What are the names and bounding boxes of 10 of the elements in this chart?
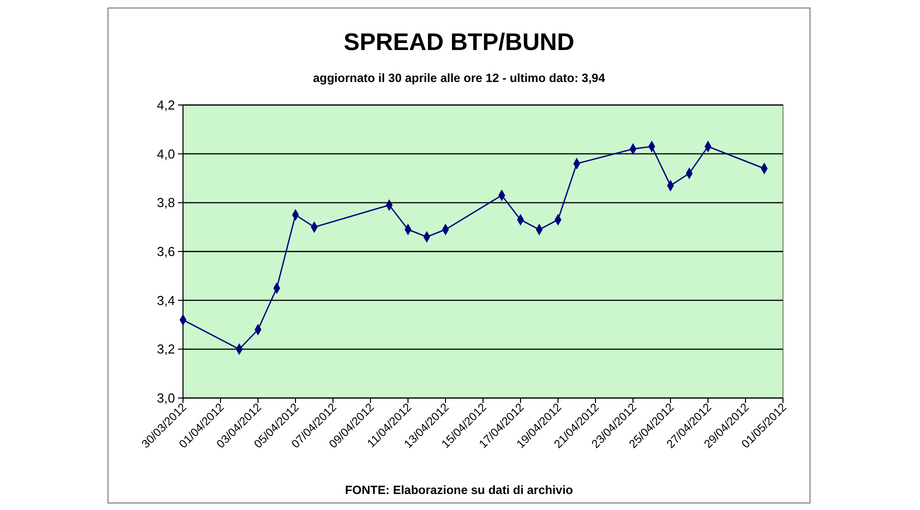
y-tick-label: 3,8 <box>156 195 175 210</box>
y-tick-label: 3,2 <box>156 342 175 357</box>
y-tick-label: 4,0 <box>156 146 175 162</box>
source-note: FONTE: Elaborazione su dati di archivio <box>344 483 574 497</box>
chart-title: SPREAD BTP/BUND <box>344 29 574 56</box>
y-tick-label: 3,6 <box>156 244 175 260</box>
y-tick-label: 3,0 <box>156 390 175 406</box>
y-tick-label: 4,2 <box>156 98 175 113</box>
y-tick-label: 3,4 <box>156 292 175 308</box>
chart-subtitle: aggiornato il 30 aprile alle ore 12 - ultimo dato: 3,94 <box>312 71 606 85</box>
